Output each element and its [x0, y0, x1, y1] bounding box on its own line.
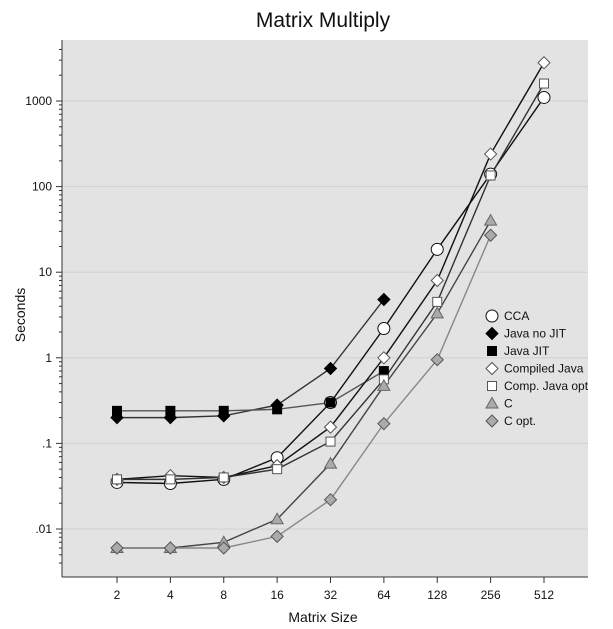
x-tick-label: 4: [167, 588, 174, 602]
legend-label-compiled-java: Compiled Java: [504, 362, 584, 376]
point-java-jit: [378, 366, 389, 377]
legend-label-cca: CCA: [504, 309, 529, 323]
point-c: [377, 378, 391, 391]
point-comp-java-opt: [485, 170, 496, 181]
point-compiled-java: [483, 147, 498, 161]
point-c-opt: [430, 352, 444, 367]
series-line-c-opt: [117, 234, 492, 549]
series-line-c: [117, 220, 492, 549]
legend-label-java-jit: Java JIT: [504, 344, 550, 358]
chart-title: Matrix Multiply: [256, 9, 391, 32]
legend-label-comp-java-opt: Comp. Java opt: [504, 379, 589, 393]
legend-marker-java-jit: [487, 346, 497, 356]
point-c: [270, 512, 284, 525]
x-tick-label: 8: [220, 588, 227, 602]
point-c-opt: [377, 416, 391, 431]
point-c-opt: [163, 541, 178, 555]
point-comp-java-opt: [432, 296, 443, 307]
x-tick-label: 32: [324, 588, 338, 602]
series-line-java-jit: [117, 370, 385, 412]
y-tick-label: .1: [42, 436, 52, 450]
x-tick-label: 256: [481, 588, 501, 602]
point-java-no-jit: [377, 292, 391, 307]
y-ticks: .01 .1 1 10 100 1000: [25, 48, 62, 564]
legend-label-c: C: [504, 397, 513, 411]
point-java-no-jit: [323, 361, 338, 376]
x-tick-label: 128: [427, 588, 447, 602]
y-axis-label: Seconds: [12, 288, 28, 342]
point-java-jit: [112, 405, 122, 416]
point-java-jit: [325, 397, 336, 408]
point-java-jit: [272, 404, 283, 415]
point-comp-java-opt: [539, 78, 549, 89]
legend-marker-comp-java-opt: [487, 381, 497, 391]
point-compiled-java: [323, 420, 338, 434]
point-java-jit: [218, 405, 229, 416]
y-tick-label: 1000: [25, 94, 52, 108]
x-axis-label: Matrix Size: [288, 609, 357, 625]
point-java-jit: [165, 405, 176, 416]
legend-marker-c-opt: [485, 414, 499, 428]
legend: CCA Java no JIT Java JIT Compiled Java Comp.…: [485, 309, 589, 428]
point-cca: [430, 242, 444, 256]
series-markers: [110, 56, 551, 555]
x-tick-label: 512: [534, 588, 554, 602]
legend-label-java-no-jit: Java no JIT: [504, 327, 567, 341]
point-comp-java-opt: [112, 474, 122, 485]
point-compiled-java: [430, 273, 444, 288]
x-tick-label: 2: [114, 588, 121, 602]
axes: [61, 40, 588, 578]
grid: [62, 100, 588, 530]
x-ticks: 2 4 8 16 32 64 128 256 512: [114, 577, 554, 602]
plot-area: [62, 40, 588, 577]
point-cca: [537, 90, 551, 104]
point-c-opt: [217, 541, 231, 555]
y-tick-label: 10: [39, 265, 53, 279]
point-c-opt: [483, 228, 498, 242]
point-c: [430, 306, 445, 319]
y-tick-label: 1: [45, 351, 52, 365]
point-c: [323, 456, 338, 469]
point-compiled-java: [377, 351, 391, 365]
legend-marker-cca: [485, 309, 499, 323]
point-comp-java-opt: [272, 464, 283, 475]
y-tick-label: .01: [35, 522, 52, 536]
point-c-opt: [270, 529, 284, 544]
point-comp-java-opt: [218, 472, 229, 483]
point-comp-java-opt: [165, 474, 176, 485]
legend-marker-compiled-java: [485, 361, 499, 376]
legend-marker-java-no-jit: [485, 326, 499, 341]
point-c-opt: [110, 541, 124, 555]
point-cca: [377, 321, 391, 335]
x-tick-label: 64: [377, 588, 391, 602]
y-tick-label: 100: [32, 180, 52, 194]
point-comp-java-opt: [325, 436, 336, 447]
legend-label-c-opt: C opt.: [504, 414, 536, 428]
legend-marker-c: [485, 396, 499, 409]
point-c: [483, 213, 498, 226]
x-tick-label: 16: [270, 588, 284, 602]
point-c-opt: [323, 492, 338, 507]
point-compiled-java: [537, 56, 551, 70]
